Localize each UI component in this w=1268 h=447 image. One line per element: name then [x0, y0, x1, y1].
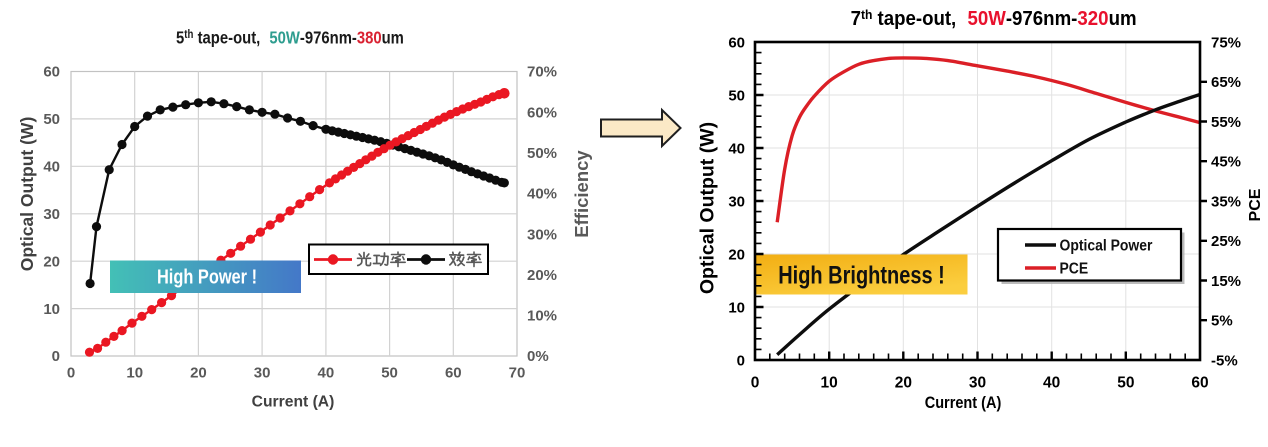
svg-text:65%: 65% — [1211, 74, 1241, 91]
svg-text:70%: 70% — [527, 64, 557, 81]
svg-text:40: 40 — [728, 140, 745, 157]
svg-text:30%: 30% — [527, 226, 557, 243]
svg-text:70: 70 — [509, 364, 526, 381]
svg-text:Optical Output (W): Optical Output (W) — [697, 122, 719, 294]
svg-text:50%: 50% — [527, 145, 557, 162]
svg-text:30: 30 — [254, 364, 271, 381]
svg-text:High Brightness !: High Brightness ! — [778, 261, 945, 289]
svg-text:-976nm-: -976nm- — [1006, 7, 1078, 30]
svg-text:50: 50 — [1117, 375, 1134, 392]
svg-text:Optical Power: Optical Power — [1060, 238, 1153, 255]
svg-text:60: 60 — [43, 64, 60, 81]
svg-text:th: th — [861, 8, 872, 22]
svg-text:60: 60 — [1191, 375, 1208, 392]
svg-text:PCE: PCE — [1247, 188, 1264, 221]
svg-text:-5%: -5% — [1211, 352, 1238, 369]
svg-text:7: 7 — [851, 7, 861, 30]
svg-text:25%: 25% — [1211, 233, 1241, 250]
svg-text:Current (A): Current (A) — [925, 394, 1002, 412]
svg-text:10: 10 — [728, 299, 745, 316]
svg-text:45%: 45% — [1211, 154, 1241, 171]
svg-text:320: 320 — [1077, 7, 1108, 30]
svg-text:40: 40 — [318, 364, 335, 381]
svg-text:10: 10 — [821, 375, 838, 392]
svg-text:0: 0 — [52, 348, 60, 365]
svg-text:40: 40 — [43, 159, 60, 176]
svg-text:Optical Output (W): Optical Output (W) — [17, 117, 37, 272]
svg-text:30: 30 — [728, 193, 745, 210]
svg-text:50: 50 — [381, 364, 398, 381]
svg-text:PCE: PCE — [1060, 261, 1089, 278]
svg-text:20: 20 — [190, 364, 207, 381]
svg-text:60: 60 — [445, 364, 462, 381]
svg-text:20: 20 — [43, 253, 60, 270]
svg-text:20: 20 — [728, 246, 745, 263]
svg-text:40: 40 — [1043, 375, 1060, 392]
svg-text:30: 30 — [969, 375, 986, 392]
svg-text:50: 50 — [43, 111, 60, 128]
svg-text:High Power !: High Power ! — [157, 265, 257, 288]
svg-text:20: 20 — [895, 375, 912, 392]
svg-text:15%: 15% — [1211, 273, 1241, 290]
svg-text:30: 30 — [43, 206, 60, 223]
svg-text:60%: 60% — [527, 104, 557, 121]
svg-text:60: 60 — [728, 34, 745, 51]
svg-text:10: 10 — [43, 301, 60, 318]
svg-text:tape-out,: tape-out, — [872, 7, 956, 30]
svg-text:10%: 10% — [527, 308, 557, 325]
svg-text:5%: 5% — [1211, 313, 1233, 330]
svg-text:0%: 0% — [527, 348, 549, 365]
svg-text:380: 380 — [357, 28, 382, 48]
svg-text:35%: 35% — [1211, 193, 1241, 210]
svg-text:55%: 55% — [1211, 114, 1241, 131]
svg-text:10: 10 — [126, 364, 143, 381]
svg-text:50W: 50W — [269, 28, 300, 48]
svg-text:tape-out,: tape-out, — [193, 28, 260, 48]
svg-text:Efficiency: Efficiency — [571, 150, 592, 238]
svg-text:um: um — [382, 28, 404, 48]
svg-text:50: 50 — [728, 87, 745, 104]
svg-text:um: um — [1109, 7, 1137, 30]
svg-text:-976nm-: -976nm- — [300, 28, 357, 48]
svg-text:40%: 40% — [527, 186, 557, 203]
svg-text:Current (A): Current (A) — [252, 393, 335, 410]
svg-text:0: 0 — [67, 364, 75, 381]
svg-text:75%: 75% — [1211, 34, 1241, 51]
svg-text:5: 5 — [176, 28, 184, 48]
svg-text:0: 0 — [737, 352, 745, 369]
svg-text:50W: 50W — [968, 7, 1007, 30]
svg-text:th: th — [184, 28, 193, 41]
svg-text:0: 0 — [751, 375, 760, 392]
svg-text:20%: 20% — [527, 267, 557, 284]
